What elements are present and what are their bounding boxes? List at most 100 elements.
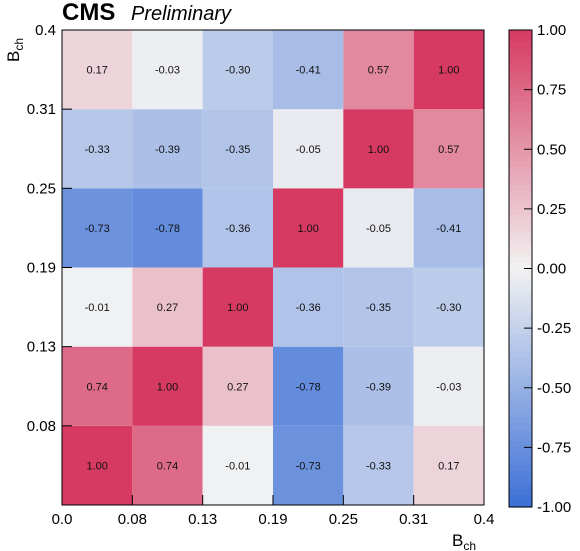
- cell-value-label: -0.03: [155, 65, 180, 77]
- colorbar-segment: [509, 173, 532, 180]
- cell-value-label: -0.35: [366, 302, 391, 314]
- colorbar-segment: [509, 262, 532, 270]
- heatmap-cell: [343, 267, 414, 347]
- cell-value-label: 1.00: [86, 460, 107, 472]
- colorbar-segment: [509, 286, 532, 293]
- x-axis-ticks: 0.0 0.08 0.13 0.19 0.25 0.31 0.4: [52, 495, 495, 528]
- colorbar-segment: [509, 477, 532, 484]
- cell-value-label: -0.39: [155, 144, 180, 156]
- x-tick-label: 0.25: [329, 511, 358, 528]
- cell-value-label: 0.27: [157, 302, 178, 314]
- heatmap-cell: [273, 109, 344, 189]
- x-tick-label: 0.08: [118, 511, 147, 528]
- y-axis-title: Bch: [4, 38, 26, 62]
- colorbar: [508, 29, 533, 508]
- cell-value-label: 0.17: [438, 460, 459, 472]
- colorbar-segment: [509, 369, 532, 377]
- colorbar-segment: [509, 298, 532, 305]
- colorbar-segment: [509, 495, 532, 502]
- heatmap-cell: [202, 109, 273, 189]
- colorbar-segment: [509, 179, 532, 186]
- cell-value-label: -0.73: [296, 460, 321, 472]
- y-axis-ticks: 0.08 0.13 0.19 0.25 0.31 0.4: [27, 22, 72, 435]
- colorbar-ticks: 1.00 0.75 0.50 0.25 0.00 -0.25 -0.50 -0.75 -1.00: [524, 22, 571, 516]
- heatmap-cell: [343, 109, 414, 189]
- colorbar-segment: [509, 107, 532, 115]
- heatmap-cell: [413, 425, 484, 505]
- heatmap-cell: [62, 188, 133, 268]
- colorbar-segment: [509, 47, 532, 55]
- heatmap-cell: [202, 30, 273, 110]
- x-tick-label: 0.19: [258, 511, 287, 528]
- heatmap-cell: [343, 346, 414, 426]
- colorbar-segment: [509, 441, 532, 448]
- cell-value-label: -0.41: [436, 223, 461, 235]
- colorbar-segment: [509, 465, 532, 472]
- colorbar-segment: [509, 137, 532, 144]
- heatmap-cell: [273, 267, 344, 347]
- y-tick-label: 0.13: [27, 339, 56, 356]
- cell-value-label: 0.27: [227, 381, 248, 393]
- colorbar-segment: [509, 411, 532, 419]
- cell-value-label: 1.00: [368, 144, 389, 156]
- colorbar-segment: [509, 71, 532, 79]
- colorbar-segment: [509, 35, 532, 43]
- x-tick-label: 0.4: [474, 511, 495, 528]
- cell-value-label: -0.35: [225, 144, 250, 156]
- colorbar-segment: [509, 202, 532, 210]
- colorbar-segment: [509, 113, 532, 121]
- colorbar-segment: [509, 471, 532, 478]
- cell-value-label: -0.05: [296, 144, 321, 156]
- colorbar-segment: [509, 292, 532, 299]
- colorbar-segment: [509, 393, 532, 401]
- x-tick-label: 0.31: [399, 511, 428, 528]
- colorbar-segment: [509, 351, 532, 359]
- cell-value-label: -0.36: [225, 223, 250, 235]
- colorbar-segment: [509, 274, 532, 282]
- cell-value-label: 1.00: [227, 302, 248, 314]
- colorbar-segment: [509, 346, 532, 353]
- colorbar-segment: [509, 41, 532, 49]
- colorbar-segment: [509, 220, 532, 228]
- heatmap-cells: [62, 30, 484, 505]
- heatmap-cell: [132, 188, 203, 268]
- colorbar-segment: [509, 77, 532, 85]
- heatmap-cell: [343, 188, 414, 268]
- y-tick-label: 0.4: [35, 22, 56, 39]
- heatmap-cell: [413, 109, 484, 189]
- heatmap-cell: [413, 267, 484, 347]
- chart-header: CMS Preliminary: [62, 0, 232, 26]
- colorbar-segment: [509, 89, 532, 97]
- cell-value-label: 1.00: [438, 65, 459, 77]
- colorbar-segment: [509, 375, 532, 383]
- cell-value-label: 1.00: [157, 381, 178, 393]
- heatmap-cell: [273, 188, 344, 268]
- heatmap-cell: [62, 30, 133, 110]
- colorbar-segment: [509, 435, 532, 443]
- cell-value-label: 0.57: [438, 144, 459, 156]
- colorbar-segment: [509, 155, 532, 162]
- cell-value-label: -0.05: [366, 223, 391, 235]
- cell-value-label: -0.36: [296, 302, 321, 314]
- heatmap-cell: [343, 425, 414, 505]
- colorbar-segment: [509, 304, 532, 311]
- colorbar-tick-label: 0.00: [537, 261, 566, 278]
- cell-value-label: -0.33: [366, 460, 391, 472]
- colorbar-segment: [509, 53, 532, 61]
- colorbar-segment: [509, 423, 532, 431]
- x-axis-title-main: B: [452, 531, 463, 550]
- cell-value-label: 1.00: [297, 223, 318, 235]
- colorbar-segment: [509, 214, 532, 222]
- cell-value-label: -0.01: [85, 302, 110, 314]
- x-tick-label: 0.0: [52, 511, 73, 528]
- status-label: Preliminary: [131, 3, 232, 25]
- colorbar-segment: [509, 459, 532, 466]
- cell-value-label: -0.30: [225, 65, 250, 77]
- colorbar-tick-label: 0.50: [537, 141, 566, 158]
- colorbar-segment: [509, 190, 532, 198]
- heatmap-cell: [273, 30, 344, 110]
- colorbar-tick-label: 1.00: [537, 22, 566, 39]
- colorbar-segment: [509, 125, 532, 132]
- heatmap-cell: [413, 346, 484, 426]
